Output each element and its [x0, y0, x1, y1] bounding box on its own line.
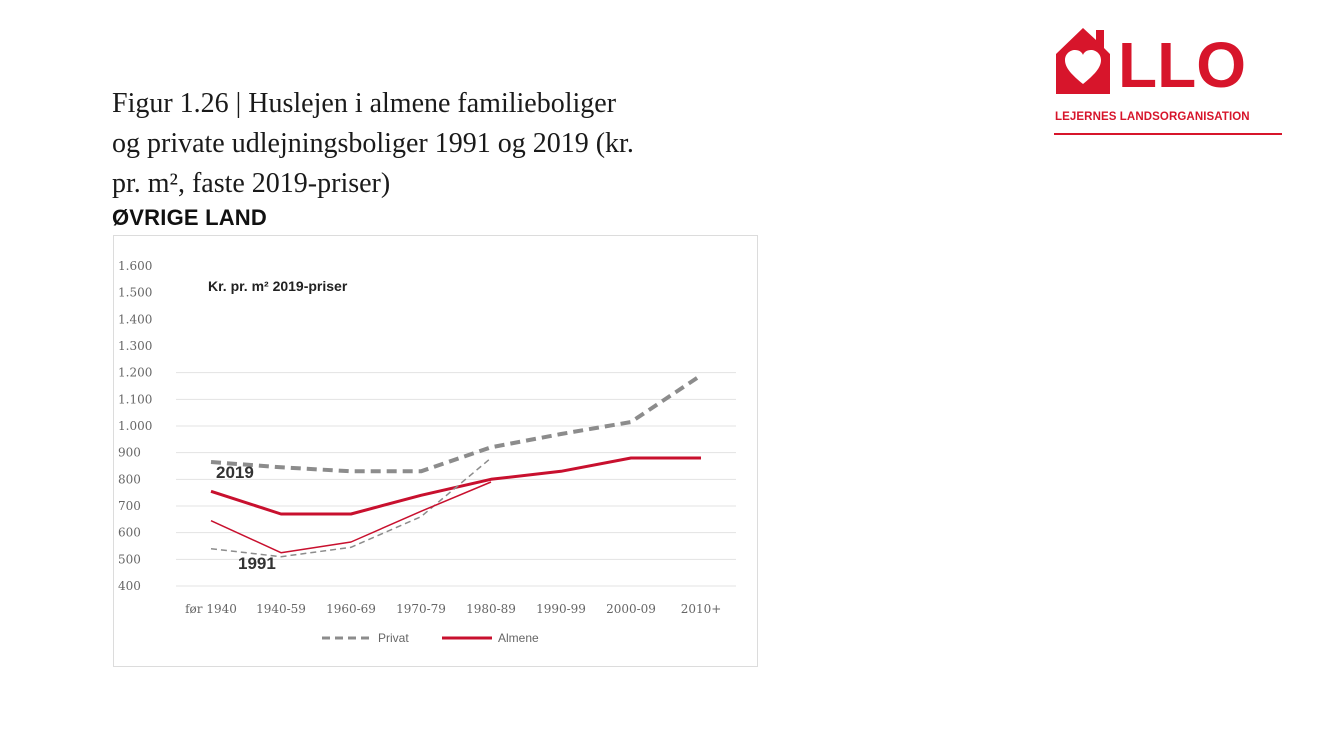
y-tick-label: 500	[118, 552, 141, 566]
chart-legend: Privat Almene	[322, 631, 539, 645]
y-tick-label: 1.300	[118, 339, 152, 353]
x-tick-label: 2010+	[681, 602, 722, 616]
legend-label-privat: Privat	[378, 631, 409, 645]
logo-underline	[1054, 133, 1282, 135]
figure-title-line: Figur 1.26 | Huslejen i almene familiebo…	[112, 88, 617, 119]
logo-wordmark: LLO	[1118, 29, 1246, 101]
y-tick-label: 1.200	[118, 366, 152, 380]
x-tick-label: 1960-69	[326, 602, 376, 616]
y-tick-label: 1.400	[118, 312, 152, 326]
house-heart-icon	[1056, 28, 1110, 94]
x-tick-label: 2000-09	[606, 602, 656, 616]
y-tick-label: 600	[118, 526, 141, 540]
series-line-privat-1991	[210, 457, 492, 558]
figure-title-line: og private udlejningsboliger 1991 og 201…	[112, 128, 634, 159]
chart-annotation: Kr. pr. m² 2019-priser	[208, 278, 348, 294]
y-axis-ticks: 1.600 1.500 1.400 1.300 1.200 1.100 1.000 900 80…	[118, 259, 152, 593]
series-line-privat-2019	[210, 373, 703, 474]
gridlines	[176, 372, 736, 587]
y-tick-label: 400	[118, 579, 141, 593]
x-axis-ticks: før 1940 1940-59 1960-69 1970-79 1980-89 1990…	[185, 602, 721, 616]
y-tick-label: 1.000	[118, 419, 152, 433]
y-tick-label: 1.600	[118, 259, 152, 273]
x-tick-label: før 1940	[185, 602, 237, 616]
figure-title-line: pr. m², faste 2019-priser)	[112, 168, 391, 199]
x-tick-label: 1940-59	[256, 602, 306, 616]
y-tick-label: 800	[118, 472, 141, 486]
y-tick-label: 1.500	[118, 286, 152, 300]
y-tick-label: 900	[118, 446, 141, 460]
chart-container: 1.600 1.500 1.400 1.300 1.200 1.100 1.000 900 80…	[113, 235, 758, 667]
series-line-almene-1991	[210, 481, 492, 554]
x-tick-label: 1990-99	[536, 602, 586, 616]
figure-title: Figur 1.26 | Huslejen i almene familiebo…	[112, 84, 752, 204]
year-label-2019: 2019	[216, 463, 254, 482]
series-lines	[210, 373, 703, 558]
legend-label-almene: Almene	[498, 631, 539, 645]
x-tick-label: 1980-89	[466, 602, 516, 616]
x-tick-label: 1970-79	[396, 602, 446, 616]
llo-logo: LLO LEJERNES LANDSORGANISATION	[1052, 24, 1284, 140]
logo-tagline: LEJERNES LANDSORGANISATION	[1055, 111, 1250, 123]
year-label-1991: 1991	[238, 554, 276, 573]
y-tick-label: 1.100	[118, 392, 152, 406]
figure-subtitle: ØVRIGE LAND	[112, 205, 267, 230]
y-tick-label: 700	[118, 499, 141, 513]
line-chart: 1.600 1.500 1.400 1.300 1.200 1.100 1.000 900 80…	[118, 259, 736, 645]
